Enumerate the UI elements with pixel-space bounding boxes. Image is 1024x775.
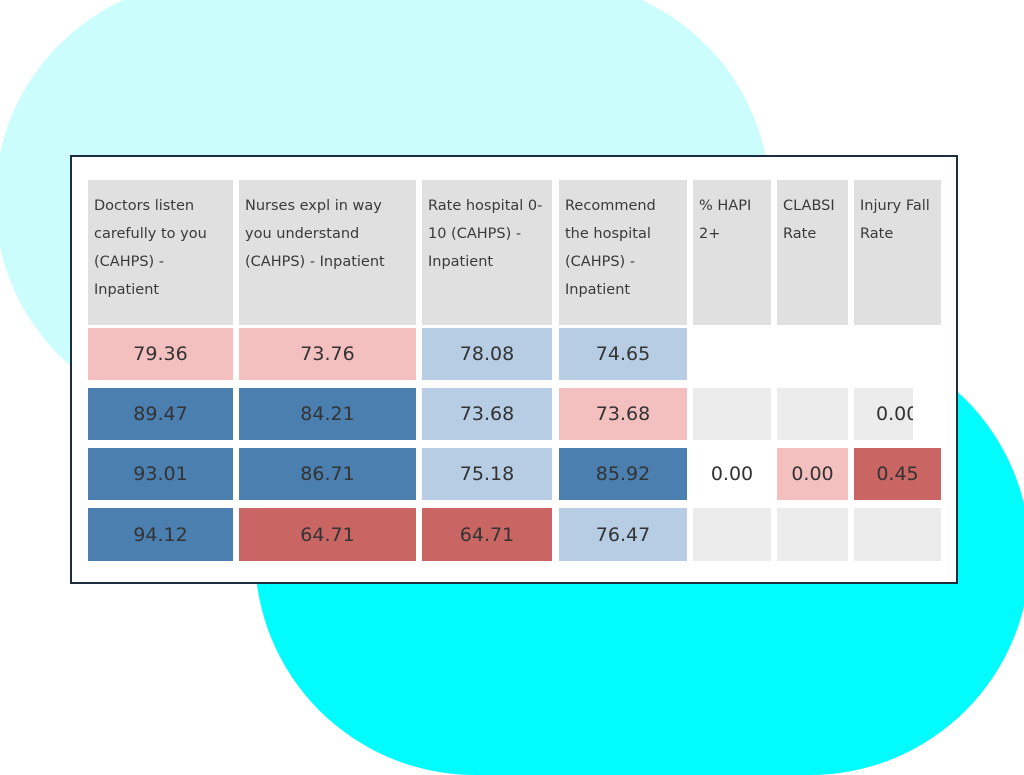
table-cell: 93.01 — [88, 448, 233, 500]
column-header[interactable]: % HAPI 2+ — [693, 180, 771, 325]
column-header[interactable]: Rate hospital 0-10 (CAHPS) - Inpatient — [422, 180, 552, 325]
table-cell: 94.12 — [88, 508, 233, 561]
table-cell: 0.00 — [693, 448, 771, 500]
table-cell: 0.45 — [854, 448, 941, 500]
table-cell — [693, 388, 771, 440]
table-cell — [777, 388, 848, 440]
column-header[interactable]: Nurses expl in way you understand (CAHPS… — [239, 180, 416, 325]
table-cell: 89.47 — [88, 388, 233, 440]
table-cell: 75.18 — [422, 448, 552, 500]
column-header[interactable]: Recommend the hospital (CAHPS) - Inpatie… — [559, 180, 687, 325]
clip-overlay — [913, 388, 941, 440]
column-header[interactable]: Doctors listen carefully to you (CAHPS) … — [88, 180, 233, 325]
table-cell: 64.71 — [422, 508, 552, 561]
table-cell: 64.71 — [239, 508, 416, 561]
table-cell — [777, 328, 848, 380]
table-cell: 79.36 — [88, 328, 233, 380]
table-cell: 73.68 — [422, 388, 552, 440]
table-cell: 73.68 — [559, 388, 687, 440]
table-cell: 73.76 — [239, 328, 416, 380]
table-cell: 86.71 — [239, 448, 416, 500]
table-cell — [777, 508, 848, 561]
table-cell: 78.08 — [422, 328, 552, 380]
table-cell: 85.92 — [559, 448, 687, 500]
table-cell: 74.65 — [559, 328, 687, 380]
table-cell: 0.00 — [777, 448, 848, 500]
table-cell — [693, 508, 771, 561]
table-cell: 84.21 — [239, 388, 416, 440]
table-cell: 76.47 — [559, 508, 687, 561]
column-header[interactable]: Injury Fall Rate — [854, 180, 941, 325]
table-cell — [693, 328, 771, 380]
column-header[interactable]: CLABSI Rate — [777, 180, 848, 325]
table-cell — [854, 508, 941, 561]
table-cell — [854, 328, 941, 380]
